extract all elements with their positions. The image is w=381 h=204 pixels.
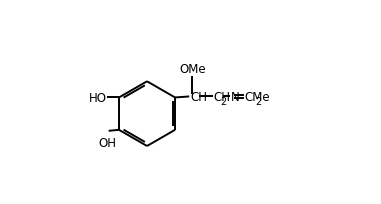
Text: CH: CH	[190, 90, 207, 103]
Text: 2: 2	[255, 96, 261, 106]
Text: 2: 2	[220, 96, 227, 106]
Text: OMe: OMe	[179, 63, 206, 76]
Text: CMe: CMe	[244, 90, 270, 103]
Text: HO: HO	[88, 91, 106, 104]
Text: OH: OH	[98, 136, 116, 149]
Text: N: N	[231, 90, 240, 103]
Text: CH: CH	[213, 90, 231, 103]
